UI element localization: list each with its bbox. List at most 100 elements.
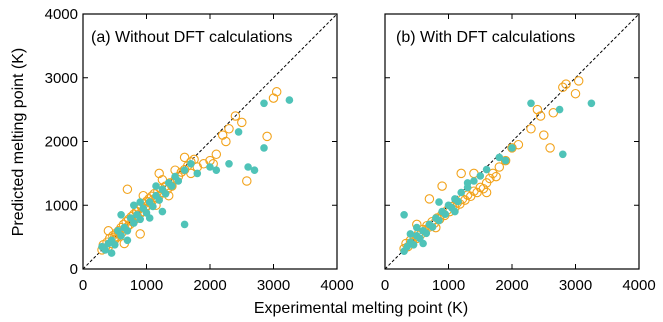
data-point-filled <box>101 246 109 254</box>
data-point-open <box>491 171 501 182</box>
data-point-filled <box>470 177 478 185</box>
data-point-open <box>221 136 231 147</box>
data-point-filled <box>158 207 167 216</box>
data-point-filled <box>180 220 189 229</box>
panel-b: 0 1000 2000 3000 4000 (b) With DFT calculati… <box>381 13 656 294</box>
data-point-filled <box>260 99 268 108</box>
data-point-filled <box>454 197 462 206</box>
x-tick-label: 0 <box>79 277 87 294</box>
data-point-filled <box>168 182 176 190</box>
x-tick-label: 2000 <box>495 277 528 294</box>
data-point-filled <box>193 169 202 178</box>
x-axis-label: Experimental melting point (K) <box>254 300 468 317</box>
data-point-filled <box>495 153 504 162</box>
data-point-open <box>535 111 546 121</box>
data-point-open <box>242 176 252 186</box>
data-point-filled <box>244 163 252 171</box>
x-tick-label: 0 <box>381 277 389 294</box>
data-point-open <box>211 149 222 160</box>
y-tick-label: 3000 <box>45 70 78 87</box>
x-tick-label: 1000 <box>130 277 163 294</box>
data-point-filled <box>107 249 116 257</box>
data-point-open <box>573 76 584 86</box>
x-tick-label: 4000 <box>320 277 353 294</box>
panel-b-ticks: 0 1000 2000 3000 4000 <box>381 13 656 294</box>
data-point-open <box>456 168 466 179</box>
data-point-open <box>494 162 505 172</box>
data-point-filled <box>419 239 427 248</box>
data-point-filled <box>180 166 189 174</box>
data-point-filled <box>501 156 510 165</box>
data-point-open <box>268 93 279 103</box>
panel-a-ticks: 0 1000 2000 3000 4000 0 1000 2000 3000 4000 <box>45 6 354 294</box>
panel-a: 0 1000 2000 3000 4000 0 1000 2000 3000 4000 (a) W… <box>45 6 354 294</box>
data-point-filled <box>117 211 125 219</box>
data-point-filled <box>476 172 485 180</box>
panel-b-points <box>399 76 596 255</box>
data-point-filled <box>161 190 170 198</box>
data-point-filled <box>406 230 415 238</box>
data-point-open <box>437 181 447 191</box>
data-point-open <box>488 168 498 179</box>
data-point-open <box>545 143 555 153</box>
data-point-open <box>570 88 581 99</box>
data-point-filled <box>587 99 596 108</box>
data-point-filled <box>559 150 567 159</box>
x-tick-label: 1000 <box>432 277 465 294</box>
data-point-filled <box>285 96 294 104</box>
y-tick-label: 4000 <box>45 6 78 23</box>
data-point-filled <box>187 160 195 168</box>
panel-a-title: (a) Without DFT calculations <box>91 29 293 46</box>
data-point-filled <box>482 165 491 174</box>
x-tick-label: 2000 <box>193 277 226 294</box>
data-point-filled <box>409 241 418 249</box>
data-point-filled <box>136 198 144 206</box>
data-point-open <box>230 111 241 121</box>
data-point-filled <box>212 166 221 174</box>
data-point-open <box>262 131 272 142</box>
data-point-filled <box>400 211 408 219</box>
data-point-filled <box>555 105 564 114</box>
data-point-filled <box>123 227 132 235</box>
data-point-open <box>103 226 114 236</box>
data-point-filled <box>508 144 516 152</box>
data-point-open <box>135 229 145 239</box>
panel-b-title: (b) With DFT calculations <box>396 29 575 46</box>
data-point-filled <box>117 232 125 240</box>
data-point-filled <box>149 202 157 211</box>
data-point-open <box>500 155 511 166</box>
data-point-filled <box>527 99 535 108</box>
y-tick-label: 0 <box>70 261 78 278</box>
data-point-open <box>481 187 492 198</box>
data-point-filled <box>441 210 450 218</box>
data-point-filled <box>123 236 132 245</box>
data-point-open <box>179 152 190 163</box>
data-point-open <box>224 124 234 134</box>
data-point-filled <box>435 198 443 206</box>
data-point-filled <box>111 241 119 249</box>
data-point-filled <box>206 163 214 171</box>
data-point-filled <box>130 201 138 210</box>
panel-a-points <box>97 87 294 257</box>
data-point-filled <box>457 188 466 197</box>
x-tick-label: 3000 <box>559 277 592 294</box>
data-point-filled <box>155 196 163 204</box>
x-tick-label: 3000 <box>257 277 290 294</box>
data-point-filled <box>435 216 443 225</box>
x-tick-label: 4000 <box>622 277 655 294</box>
data-point-filled <box>250 166 259 174</box>
data-point-filled <box>451 207 459 216</box>
data-point-open <box>122 184 133 195</box>
data-point-open <box>513 139 524 150</box>
y-axis-label: Predicted melting point (K) <box>10 48 27 237</box>
data-point-filled <box>174 177 183 185</box>
data-point-filled <box>152 182 160 190</box>
y-tick-label: 2000 <box>45 134 78 151</box>
data-point-open <box>138 190 149 201</box>
data-point-filled <box>422 229 431 238</box>
data-point-filled <box>136 215 144 224</box>
data-point-open <box>271 87 282 97</box>
data-point-filled <box>413 223 421 232</box>
data-point-open <box>526 124 536 134</box>
